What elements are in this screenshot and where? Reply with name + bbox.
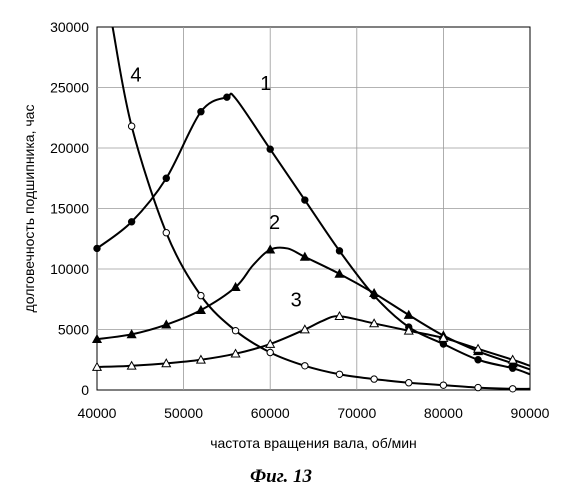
data-point-1 <box>224 94 230 100</box>
y-tick-label: 30000 <box>50 19 89 35</box>
data-point-4 <box>302 363 308 369</box>
x-tick-label: 80000 <box>424 405 463 421</box>
data-point-4 <box>371 376 377 382</box>
data-point-4 <box>232 328 238 334</box>
data-point-1 <box>128 219 134 225</box>
curve-label-2: 2 <box>269 212 280 234</box>
data-point-4 <box>440 382 446 388</box>
data-point-4 <box>509 386 515 392</box>
x-tick-label: 50000 <box>164 405 203 421</box>
data-point-1 <box>198 109 204 115</box>
data-point-1 <box>302 197 308 203</box>
y-tick-label: 10000 <box>50 261 89 277</box>
y-tick-label: 15000 <box>50 201 89 217</box>
x-axis-label: частота вращения вала, об/мин <box>210 435 417 451</box>
y-tick-label: 25000 <box>50 80 89 96</box>
curve-label-1: 1 <box>260 73 271 95</box>
data-point-4 <box>163 230 169 236</box>
data-point-4 <box>267 349 273 355</box>
curve-label-3: 3 <box>291 290 302 312</box>
data-point-4 <box>475 384 481 390</box>
data-point-1 <box>94 245 100 251</box>
data-point-4 <box>198 292 204 298</box>
x-tick-label: 70000 <box>337 405 376 421</box>
x-tick-label: 40000 <box>78 405 117 421</box>
y-axis-label: долговечность подшипника, час <box>21 105 37 313</box>
y-tick-label: 20000 <box>50 140 89 156</box>
data-point-1 <box>475 357 481 363</box>
y-tick-label: 0 <box>81 382 89 398</box>
x-tick-label: 60000 <box>251 405 290 421</box>
curve-label-4: 4 <box>130 64 141 86</box>
data-point-1 <box>163 175 169 181</box>
y-tick-label: 5000 <box>58 322 89 338</box>
data-point-4 <box>336 371 342 377</box>
x-tick-label: 90000 <box>511 405 550 421</box>
data-point-4 <box>406 380 412 386</box>
data-point-4 <box>128 123 134 129</box>
figure-caption: Фиг. 13 <box>0 466 562 488</box>
data-point-1 <box>336 248 342 254</box>
data-point-1 <box>267 146 273 152</box>
